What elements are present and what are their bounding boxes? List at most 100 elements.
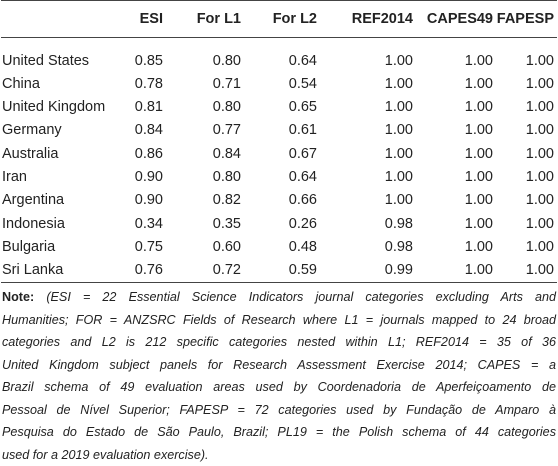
corner-cell bbox=[1, 1, 111, 38]
cell: 1.00 bbox=[384, 52, 413, 69]
cell: 0.64 bbox=[288, 52, 317, 69]
note-text: Pessoal de Nível Superior; FAPESP = 72 c… bbox=[2, 402, 556, 417]
cell: 1.00 bbox=[384, 168, 413, 185]
cell: 1.00 bbox=[464, 122, 493, 139]
row-label: United Kingdom bbox=[2, 99, 106, 116]
cell: 0.84 bbox=[212, 145, 241, 162]
cell: 0.82 bbox=[212, 192, 241, 209]
note-text: United Kingdom subject panels for Resear… bbox=[2, 357, 556, 372]
row-label: China bbox=[2, 75, 40, 92]
cell: 0.81 bbox=[134, 99, 163, 116]
cell: 0.48 bbox=[288, 238, 317, 255]
cell: 0.26 bbox=[288, 215, 317, 232]
row-label: Argentina bbox=[2, 192, 65, 209]
cell: 0.77 bbox=[212, 122, 241, 139]
cell: 0.65 bbox=[288, 99, 317, 116]
row-label: Sri Lanka bbox=[2, 262, 64, 279]
column-header: REF2014 bbox=[351, 11, 413, 27]
cell: 1.00 bbox=[384, 192, 413, 209]
note-line: United Kingdom subject panels for Resear… bbox=[2, 354, 556, 377]
row-label: Bulgaria bbox=[2, 238, 56, 255]
cell: 0.78 bbox=[134, 75, 163, 92]
note-text: Brazil schema of 49 evaluation areas use… bbox=[2, 380, 556, 395]
note-line: Brazil schema of 49 evaluation areas use… bbox=[2, 376, 556, 399]
note-text: categories and L2 is 212 specific catego… bbox=[2, 335, 556, 350]
table-note: Note: (ESI = 22 Essential Science Indica… bbox=[2, 286, 556, 466]
cell: 0.80 bbox=[212, 99, 241, 116]
column-header: FAPESP bbox=[496, 11, 554, 27]
cell: 0.90 bbox=[134, 192, 163, 209]
cell: 1.00 bbox=[525, 99, 554, 116]
cell: 1.00 bbox=[525, 215, 554, 232]
cell: 0.86 bbox=[134, 145, 163, 162]
table-header: ESI For L1 For L2 REF2014 CAPES49 FAPESP bbox=[1, 1, 557, 38]
table-row: China 0.78 0.71 0.54 1.00 1.00 1.00 bbox=[1, 73, 557, 96]
cell: 0.66 bbox=[288, 192, 317, 209]
cell: 1.00 bbox=[464, 215, 493, 232]
table-row: Iran 0.90 0.80 0.64 1.00 1.00 1.00 bbox=[1, 166, 557, 189]
cell: 0.80 bbox=[212, 52, 241, 69]
column-header: For L1 bbox=[196, 11, 241, 27]
note-line: Humanities; FOR = ANZSRC Fields of Resea… bbox=[2, 309, 556, 332]
cell: 0.98 bbox=[384, 238, 413, 255]
table-row: Sri Lanka 0.76 0.72 0.59 0.99 1.00 1.00 bbox=[1, 259, 557, 283]
cell: 0.76 bbox=[134, 262, 163, 279]
data-table: ESI For L1 For L2 REF2014 CAPES49 FAPESP Unit… bbox=[1, 0, 557, 284]
cell: 1.00 bbox=[525, 168, 554, 185]
cell: 0.85 bbox=[134, 52, 163, 69]
cell: 0.84 bbox=[134, 122, 163, 139]
note-text: Pesquisa do Estado de São Paulo, Brazil;… bbox=[2, 425, 556, 440]
cell: 1.00 bbox=[464, 168, 493, 185]
cell: 1.00 bbox=[384, 145, 413, 162]
cell: 0.54 bbox=[288, 75, 317, 92]
cell: 0.80 bbox=[212, 168, 241, 185]
cell: 0.72 bbox=[212, 262, 241, 279]
cell: 1.00 bbox=[525, 75, 554, 92]
column-header: For L2 bbox=[272, 11, 317, 27]
cell: 1.00 bbox=[525, 238, 554, 255]
cell: 1.00 bbox=[525, 122, 554, 139]
cell: 0.75 bbox=[134, 238, 163, 255]
table-body: United States 0.85 0.80 0.64 1.00 1.00 1.00 Chi… bbox=[1, 38, 557, 283]
table-row: United Kingdom 0.81 0.80 0.65 1.00 1.00 1.00 bbox=[1, 96, 557, 119]
column-header: CAPES49 bbox=[426, 11, 493, 27]
cell: 1.00 bbox=[384, 75, 413, 92]
cell: 1.00 bbox=[464, 75, 493, 92]
cell: 1.00 bbox=[525, 145, 554, 162]
note-line: Pesquisa do Estado de São Paulo, Brazil;… bbox=[2, 421, 556, 444]
cell: 1.00 bbox=[525, 52, 554, 69]
note-label: Note: bbox=[2, 290, 35, 305]
row-label: Germany bbox=[2, 122, 62, 139]
cell: 1.00 bbox=[384, 122, 413, 139]
note-line: Note: (ESI = 22 Essential Science Indica… bbox=[2, 286, 556, 309]
table-row: United States 0.85 0.80 0.64 1.00 1.00 1.00 bbox=[1, 38, 557, 73]
cell: 0.59 bbox=[288, 262, 317, 279]
table-row: Bulgaria 0.75 0.60 0.48 0.98 1.00 1.00 bbox=[1, 236, 557, 259]
cell: 0.98 bbox=[384, 215, 413, 232]
row-label: United States bbox=[2, 52, 90, 69]
note-line: Pessoal de Nível Superior; FAPESP = 72 c… bbox=[2, 399, 556, 422]
cell: 0.90 bbox=[134, 168, 163, 185]
cell: 0.71 bbox=[212, 75, 241, 92]
note-line: used for a 2019 evaluation exercise). bbox=[2, 444, 556, 466]
table-row: Indonesia 0.34 0.35 0.26 0.98 1.00 1.00 bbox=[1, 213, 557, 236]
cell: 1.00 bbox=[464, 145, 493, 162]
cell: 1.00 bbox=[464, 262, 493, 279]
column-header: ESI bbox=[139, 11, 163, 27]
table-row: Argentina 0.90 0.82 0.66 1.00 1.00 1.00 bbox=[1, 189, 557, 212]
cell: 0.99 bbox=[384, 262, 413, 279]
cell: 0.64 bbox=[288, 168, 317, 185]
cell: 0.67 bbox=[288, 145, 317, 162]
note-text: Humanities; FOR = ANZSRC Fields of Resea… bbox=[2, 312, 556, 327]
cell: 1.00 bbox=[464, 52, 493, 69]
cell: 1.00 bbox=[464, 238, 493, 255]
header-row: ESI For L1 For L2 REF2014 CAPES49 FAPESP bbox=[1, 1, 557, 38]
cell: 0.61 bbox=[288, 122, 317, 139]
row-label: Iran bbox=[2, 168, 27, 185]
cell: 1.00 bbox=[464, 192, 493, 209]
cell: 1.00 bbox=[384, 99, 413, 116]
table-row: Australia 0.86 0.84 0.67 1.00 1.00 1.00 bbox=[1, 143, 557, 166]
cell: 0.60 bbox=[212, 238, 241, 255]
cell: 1.00 bbox=[464, 99, 493, 116]
